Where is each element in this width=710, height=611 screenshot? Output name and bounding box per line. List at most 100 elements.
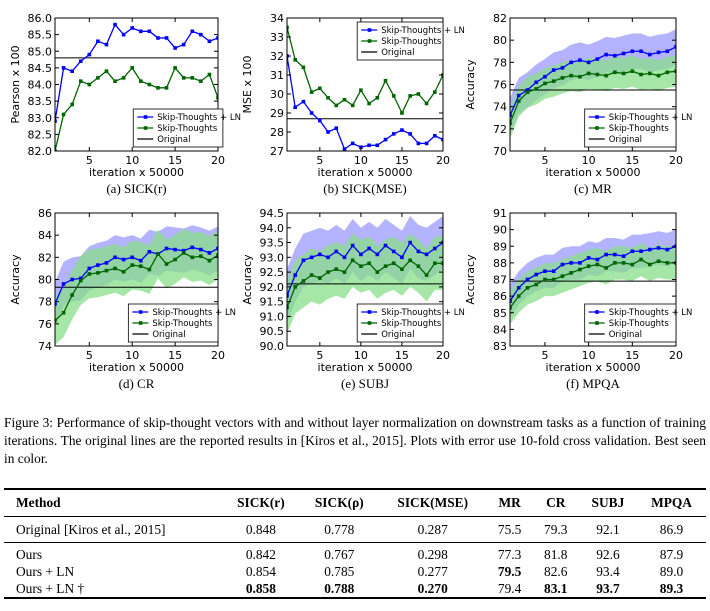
x-tick-label: 20	[211, 154, 225, 167]
data-point	[70, 102, 74, 107]
data-point	[326, 96, 330, 100]
data-point	[350, 141, 355, 146]
data-point	[78, 79, 83, 83]
x-tick-label: 15	[395, 154, 409, 167]
y-tick-label: 89	[493, 240, 507, 253]
subfigure-caption: (a) SICK(r)	[106, 181, 166, 196]
data-point	[164, 86, 169, 90]
data-point	[375, 270, 380, 274]
data-point	[70, 293, 74, 297]
table-cell: 86.9	[659, 521, 684, 537]
data-point	[665, 261, 670, 265]
data-point	[309, 255, 314, 260]
data-point	[424, 252, 429, 257]
data-point	[510, 121, 512, 126]
data-point	[630, 262, 635, 267]
legend-label: Skip-Thoughts	[609, 319, 670, 329]
y-tick-label: 33	[270, 31, 284, 44]
data-point	[207, 72, 212, 77]
data-point	[104, 69, 109, 73]
x-tick-label: 5	[316, 349, 323, 362]
data-point	[569, 261, 573, 265]
plot-area	[287, 215, 443, 335]
legend-marker	[138, 310, 143, 314]
data-point	[216, 253, 218, 257]
data-point	[424, 141, 429, 146]
y-tick-label: 28	[270, 126, 284, 139]
x-axis-label: iteration x 50000	[546, 361, 641, 374]
data-point	[190, 245, 195, 250]
data-point	[560, 76, 565, 80]
table-cell: 87.9	[637, 542, 706, 563]
data-point	[432, 261, 437, 266]
series-line	[55, 23, 218, 122]
table-cell: 81.8	[532, 542, 579, 563]
data-point	[121, 257, 126, 262]
data-point	[55, 119, 57, 123]
data-point	[578, 261, 582, 265]
data-point	[326, 270, 330, 274]
data-point	[181, 42, 186, 47]
data-point	[287, 305, 289, 310]
y-tick-label: 90.5	[260, 325, 285, 338]
data-point	[424, 273, 429, 277]
data-point	[138, 29, 143, 34]
data-point	[432, 246, 437, 251]
chart-panel: 70 72 74 76 78 80 82 5 10 15 20 iteration x 50000 Ac…	[464, 12, 692, 196]
subfigure-caption: (f) MPQA	[566, 376, 620, 391]
axes-frame	[286, 17, 444, 152]
data-point	[190, 29, 195, 34]
table-header-cell: MR	[486, 488, 533, 517]
data-point	[121, 76, 126, 80]
table-cell: 0.277	[417, 563, 448, 579]
x-tick-label: 15	[625, 154, 639, 167]
table-cell: 89.0	[659, 563, 684, 579]
table-cell: 0.788	[299, 580, 379, 599]
data-point	[665, 247, 670, 252]
data-point	[408, 132, 412, 136]
plot-area	[287, 25, 443, 151]
data-point	[375, 252, 380, 257]
data-point	[604, 252, 608, 257]
data-point	[367, 143, 371, 148]
data-point	[147, 29, 152, 34]
table-header-cell: SICK(MSE)	[378, 488, 487, 517]
data-point	[639, 72, 643, 77]
y-tick-label: 30	[270, 88, 284, 101]
chart-panel: 90.0 90.5 91.091.5 92.0 92.5 93.093.5 94.0 94.5…	[241, 207, 465, 391]
data-point	[199, 254, 203, 259]
y-tick-label: 31	[270, 69, 284, 82]
data-point	[595, 72, 600, 77]
y-tick-label: 94.5	[260, 207, 285, 220]
data-point	[516, 286, 521, 290]
data-point	[113, 266, 117, 271]
data-point	[400, 267, 404, 271]
legend-marker	[367, 28, 372, 32]
data-point	[293, 285, 298, 289]
data-point	[104, 42, 109, 47]
data-point	[164, 262, 169, 266]
data-point	[207, 39, 212, 44]
data-point	[61, 282, 66, 286]
x-axis-label: iteration x 50000	[318, 361, 413, 374]
legend-marker	[595, 321, 599, 325]
error-band	[510, 55, 676, 139]
plot-area	[510, 29, 676, 139]
data-point	[96, 39, 100, 44]
legend-label: Skip-Thoughts	[609, 124, 670, 134]
data-point	[301, 65, 306, 70]
data-point	[630, 49, 635, 54]
table-cell: 0.854	[245, 563, 276, 579]
legend-marker	[367, 39, 372, 43]
data-point	[147, 249, 152, 254]
x-tick-label: 5	[316, 154, 323, 167]
data-point	[400, 128, 404, 132]
chart-panel: 83 84 85 86 87 88 89 90 91 5 10 15 20 iteration x 500…	[464, 207, 692, 391]
data-point	[391, 249, 396, 254]
data-point	[665, 70, 670, 75]
x-tick-label: 5	[86, 154, 93, 167]
data-point	[613, 261, 617, 265]
data-point	[656, 246, 661, 250]
